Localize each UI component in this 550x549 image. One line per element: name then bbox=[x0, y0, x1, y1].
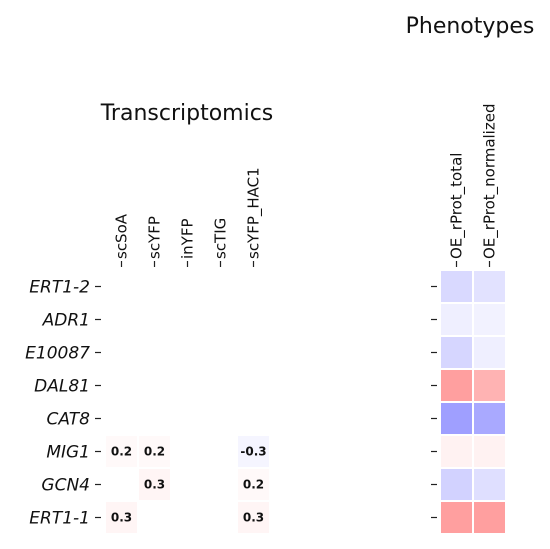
heatmap-cell bbox=[236, 401, 271, 436]
heatmap-cell bbox=[170, 500, 205, 535]
heatmap-cell bbox=[170, 269, 205, 304]
heatmap-cell bbox=[170, 434, 205, 469]
heatmap-cell bbox=[472, 500, 507, 535]
heatmap-cell bbox=[472, 401, 507, 436]
heatmap-cell bbox=[236, 500, 271, 535]
cell-value-label: 0.2 bbox=[144, 445, 165, 459]
heatmap-cell bbox=[137, 467, 172, 502]
heatmap-cell bbox=[203, 302, 238, 337]
cell-value-label: -0.3 bbox=[240, 445, 266, 459]
heatmap-cell bbox=[472, 467, 507, 502]
heatmap-cell bbox=[104, 269, 139, 304]
col-label: scTIG bbox=[212, 218, 230, 259]
heatmap-cell bbox=[203, 368, 238, 403]
heatmap-cell bbox=[104, 368, 139, 403]
col-label: OE_rProt_normalized bbox=[481, 104, 500, 259]
heatmap-cell bbox=[104, 335, 139, 370]
heatmap-cell bbox=[439, 368, 474, 403]
heatmap-cell bbox=[137, 335, 172, 370]
cell-value-label: 0.3 bbox=[144, 478, 165, 492]
heatmap-cell bbox=[203, 500, 238, 535]
row-label: GCN4 bbox=[41, 476, 90, 496]
row-label: ERT1-1 bbox=[29, 509, 90, 529]
col-label: inYFP bbox=[179, 218, 197, 259]
heatmap-cell bbox=[236, 269, 271, 304]
cell-value-label: 0.3 bbox=[111, 511, 132, 525]
heatmap-cell bbox=[236, 368, 271, 403]
row-label: E10087 bbox=[25, 344, 90, 364]
heatmap-cell bbox=[137, 401, 172, 436]
heatmap-cell bbox=[439, 269, 474, 304]
cell-value-label: 0.3 bbox=[243, 511, 264, 525]
heatmap-cell bbox=[236, 335, 271, 370]
heatmap-cell bbox=[439, 302, 474, 337]
heatmap-cell bbox=[203, 434, 238, 469]
row-label: CAT8 bbox=[47, 410, 91, 430]
row-label: ADR1 bbox=[42, 311, 90, 331]
col-label: scYFP bbox=[146, 216, 164, 259]
heatmap-cell bbox=[104, 500, 139, 535]
col-label: scYFP_HAC1 bbox=[245, 167, 264, 259]
heatmap-cell bbox=[170, 335, 205, 370]
heatmap-cell bbox=[439, 500, 474, 535]
heatmap-cell bbox=[203, 467, 238, 502]
heatmap-cell bbox=[439, 467, 474, 502]
heatmap-cell bbox=[104, 401, 139, 436]
cell-value-label: 0.2 bbox=[111, 445, 132, 459]
heatmap-cell bbox=[472, 302, 507, 337]
heatmap-cell bbox=[236, 434, 271, 469]
heatmap-cell bbox=[137, 302, 172, 337]
heatmap-cell bbox=[170, 401, 205, 436]
row-label: MIG1 bbox=[46, 443, 90, 463]
panel-title: Phenotypes bbox=[406, 14, 535, 39]
heatmap-cell bbox=[439, 401, 474, 436]
heatmap-cell bbox=[104, 302, 139, 337]
cell-value-label: 0.2 bbox=[243, 478, 264, 492]
col-label: scSoA bbox=[113, 213, 131, 259]
heatmap-cell bbox=[472, 269, 507, 304]
heatmap-cell bbox=[170, 302, 205, 337]
heatmap-cell bbox=[472, 434, 507, 469]
row-label: DAL81 bbox=[34, 377, 90, 397]
heatmap-cell bbox=[439, 434, 474, 469]
heatmap-cell bbox=[203, 401, 238, 436]
heatmap-cell bbox=[170, 467, 205, 502]
col-label: OE_rProt_total bbox=[448, 153, 467, 259]
heatmap-cell bbox=[137, 500, 172, 535]
heatmap-cell bbox=[104, 467, 139, 502]
heatmap-cell bbox=[203, 335, 238, 370]
heatmap-cell bbox=[203, 269, 238, 304]
panel-title: Transcriptomics bbox=[100, 101, 274, 126]
heatmap-cell bbox=[236, 467, 271, 502]
heatmap-cell bbox=[439, 335, 474, 370]
heatmap-cell bbox=[170, 368, 205, 403]
row-label: ERT1-2 bbox=[29, 278, 90, 298]
heatmap-cell bbox=[137, 269, 172, 304]
heatmap-cell bbox=[137, 368, 172, 403]
heatmap-cell bbox=[472, 335, 507, 370]
heatmap-cell bbox=[472, 368, 507, 403]
heatmap-cell bbox=[236, 302, 271, 337]
